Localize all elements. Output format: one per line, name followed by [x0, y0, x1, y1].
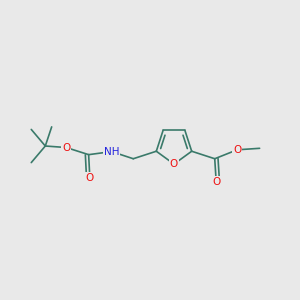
Text: O: O [62, 142, 70, 152]
Text: NH: NH [104, 147, 119, 157]
Text: O: O [233, 145, 241, 155]
Text: O: O [170, 159, 178, 169]
Text: O: O [86, 173, 94, 183]
Text: O: O [212, 177, 220, 187]
